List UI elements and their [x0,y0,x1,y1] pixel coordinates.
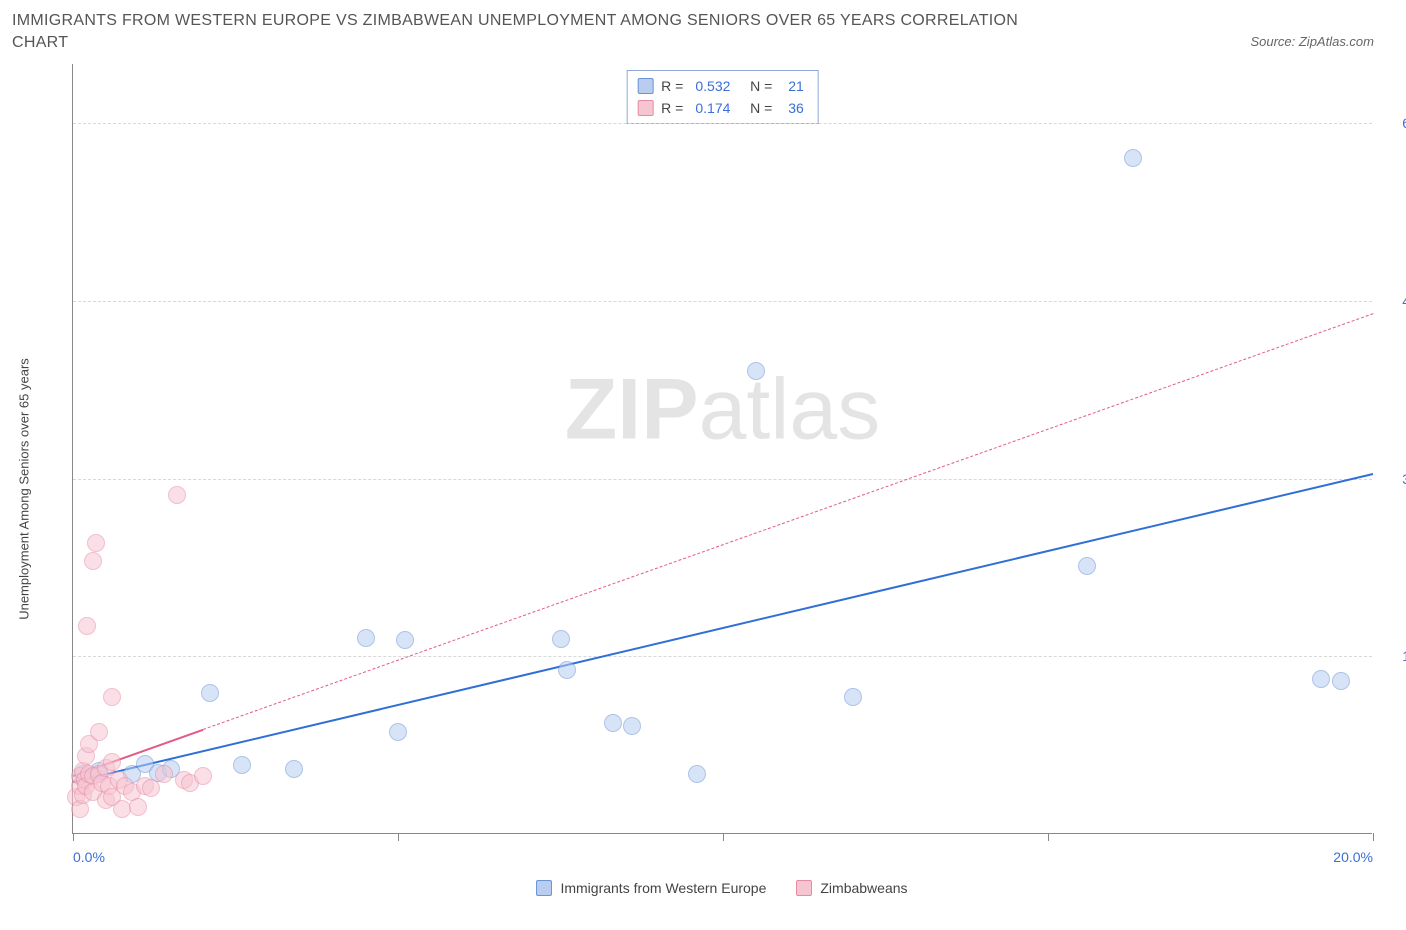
data-point [103,688,121,706]
gridline [73,301,1372,302]
x-tick [73,833,74,841]
data-point [168,486,186,504]
watermark: ZIPatlas [565,361,880,460]
legend-n-label: N = [742,97,772,119]
trend-line [203,313,1373,730]
x-tick [1048,833,1049,841]
data-point [201,684,219,702]
legend-r-label: R = [661,75,683,97]
data-point [558,661,576,679]
legend-r-value: 0.174 [691,97,734,119]
y-axis-label: Unemployment Among Seniors over 65 years [17,358,32,620]
data-point [552,630,570,648]
y-tick-label: 30.0% [1382,471,1406,487]
series-legend: Immigrants from Western Europe Zimbabwean… [72,880,1372,896]
legend-n-label: N = [742,75,772,97]
data-point [90,723,108,741]
data-point [604,714,622,732]
data-point [396,631,414,649]
legend-swatch [536,880,552,896]
legend-swatch [796,880,812,896]
data-point [84,552,102,570]
legend-r-value: 0.532 [691,75,734,97]
x-tick-label: 0.0% [73,849,105,865]
data-point [103,753,121,771]
gridline [73,123,1372,124]
legend-swatch [637,100,653,116]
data-point [87,534,105,552]
data-point [194,767,212,785]
data-point [285,760,303,778]
data-point [1312,670,1330,688]
series-label: Zimbabweans [820,880,907,896]
data-point [142,779,160,797]
y-tick-label: 45.0% [1382,293,1406,309]
chart-title-line1: IMMIGRANTS FROM WESTERN EUROPE VS ZIMBAB… [12,12,1394,30]
source-prefix: Source: [1250,34,1298,49]
data-point [1332,672,1350,690]
data-point [113,800,131,818]
x-tick [398,833,399,841]
data-point [688,765,706,783]
series-label: Immigrants from Western Europe [560,880,766,896]
source-name: ZipAtlas.com [1299,34,1374,49]
x-tick-label: 20.0% [1333,849,1373,865]
x-tick [723,833,724,841]
data-point [844,688,862,706]
legend-r-label: R = [661,97,683,119]
watermark-bold: ZIP [565,362,699,458]
data-point [747,362,765,380]
watermark-light: atlas [699,362,881,458]
subtitle-row: CHART Source: ZipAtlas.com [12,34,1394,56]
series-legend-item: Zimbabweans [796,880,907,896]
series-legend-item: Immigrants from Western Europe [536,880,766,896]
x-tick [1373,833,1374,841]
data-point [233,756,251,774]
gridline [73,479,1372,480]
legend-swatch [637,78,653,94]
chart-container: Unemployment Among Seniors over 65 years… [12,64,1394,914]
gridline [73,656,1372,657]
data-point [357,629,375,647]
data-point [155,765,173,783]
y-tick-label: 60.0% [1382,115,1406,131]
plot-area: ZIPatlas R =0.532 N = 21R =0.174 N = 36 … [72,64,1372,834]
chart-title-line2: CHART [12,34,68,51]
data-point [623,717,641,735]
data-point [1078,557,1096,575]
legend-row: R = 0.174 N = 36 [637,97,808,119]
correlation-legend: R = 0.532 N = 21 R = 0.174 N = 36 [626,70,819,124]
data-point [129,798,147,816]
trend-line [73,473,1373,783]
data-point [389,723,407,741]
data-point [1124,149,1142,167]
source-attribution: Source: ZipAtlas.com [1250,34,1374,49]
legend-row: R = 0.532 N = 21 [637,75,808,97]
data-point [78,617,96,635]
y-tick-label: 15.0% [1382,648,1406,664]
legend-n-value: 21 [780,75,807,97]
legend-n-value: 36 [780,97,807,119]
